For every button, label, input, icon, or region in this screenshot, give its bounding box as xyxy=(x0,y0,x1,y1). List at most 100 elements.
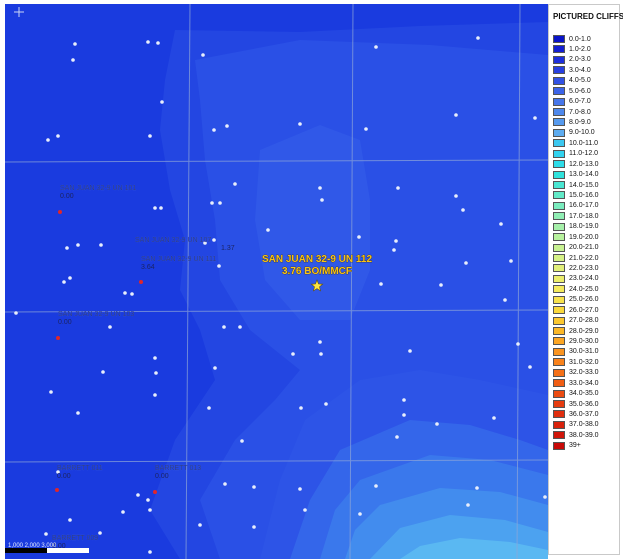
legend-label: 35.0-36.0 xyxy=(569,400,599,408)
legend-item: 38.0-39.0 xyxy=(553,430,599,440)
legend-swatch xyxy=(553,139,565,148)
well-dot xyxy=(99,243,103,247)
legend-label: 29.0-30.0 xyxy=(569,337,599,345)
well-marker[interactable] xyxy=(55,488,59,492)
well-marker[interactable] xyxy=(153,490,157,494)
legend-swatch xyxy=(553,285,565,294)
legend-label: 30.0-31.0 xyxy=(569,348,599,356)
well-dot xyxy=(160,100,164,104)
legend-swatch xyxy=(553,160,565,169)
legend-label: 9.0-10.0 xyxy=(569,129,595,137)
well-label-value: 3.64 xyxy=(141,264,155,271)
well-dot xyxy=(461,208,465,212)
legend-label: 33.0-34.0 xyxy=(569,379,599,387)
legend-swatch xyxy=(553,347,565,356)
well-dot xyxy=(71,58,75,62)
legend-swatch xyxy=(553,191,565,200)
legend-item: 26.0-27.0 xyxy=(553,305,599,315)
section-grid xyxy=(5,4,548,559)
legend-swatch xyxy=(553,274,565,283)
well-marker[interactable] xyxy=(56,336,60,340)
well-dot xyxy=(240,439,244,443)
legend-item: 3.0-4.0 xyxy=(553,65,591,75)
legend-item: 10.0-11.0 xyxy=(553,138,598,148)
legend-item: 9.0-10.0 xyxy=(553,128,595,138)
well-marker[interactable] xyxy=(139,280,143,284)
legend-item: 31.0-32.0 xyxy=(553,357,599,367)
legend-label: 8.0-9.0 xyxy=(569,118,591,126)
well-dot xyxy=(374,45,378,49)
legend-label: 2.0-3.0 xyxy=(569,56,591,64)
well-dot xyxy=(65,246,69,250)
legend-item: 33.0-34.0 xyxy=(553,378,599,388)
well-dot xyxy=(324,402,328,406)
legend-label: 0.0-1.0 xyxy=(569,35,591,43)
legend-item: 29.0-30.0 xyxy=(553,336,599,346)
well-dot xyxy=(68,276,72,280)
legend-label: 14.0-15.0 xyxy=(569,181,599,189)
legend-item: 30.0-31.0 xyxy=(553,347,599,357)
legend-item: 11.0-12.0 xyxy=(553,149,598,159)
legend-swatch xyxy=(553,181,565,190)
well-dot xyxy=(148,508,152,512)
legend-label: 10.0-11.0 xyxy=(569,139,599,147)
legend-label: 18.0-19.0 xyxy=(569,223,599,231)
well-dot xyxy=(223,482,227,486)
legend-item: 34.0-35.0 xyxy=(553,389,599,399)
well-label-value: 0.00 xyxy=(155,473,169,480)
well-dot xyxy=(439,283,443,287)
legend-item: 15.0-16.0 xyxy=(553,190,599,200)
legend-swatch xyxy=(553,400,565,409)
legend-swatch xyxy=(553,233,565,242)
legend-item: 32.0-33.0 xyxy=(553,368,599,378)
well-label-value: 0.00 xyxy=(58,319,72,326)
well-dot xyxy=(396,186,400,190)
north-arrow-icon xyxy=(14,7,24,17)
well-dot xyxy=(394,239,398,243)
well-dot xyxy=(358,512,362,516)
legend-label: 5.0-6.0 xyxy=(569,87,591,95)
legend-item: 17.0-18.0 xyxy=(553,211,599,221)
well-label-name: SAN JUAN 32-9 UN 101 xyxy=(60,185,136,192)
well-dot xyxy=(44,532,48,536)
contour-band-3 xyxy=(255,125,370,320)
legend-title: PICTURED CLIFFS xyxy=(553,12,623,21)
legend-swatch xyxy=(553,295,565,304)
well-marker[interactable] xyxy=(58,210,62,214)
legend-label: 24.0-25.0 xyxy=(569,285,599,293)
well-dot xyxy=(298,122,302,126)
well-dot xyxy=(136,493,140,497)
well-dot xyxy=(303,508,307,512)
legend-swatch xyxy=(553,264,565,273)
well-dot xyxy=(238,325,242,329)
well-dot xyxy=(499,222,503,226)
star-icon[interactable] xyxy=(310,279,324,292)
contour-map[interactable]: SAN JUAN 32-9 UN 101 0.00 SAN JUAN 32-9 UN… xyxy=(0,0,548,559)
legend-swatch xyxy=(553,410,565,419)
well-dot xyxy=(319,352,323,356)
well-dot xyxy=(153,393,157,397)
legend-swatch xyxy=(553,66,565,75)
legend-item: 37.0-38.0 xyxy=(553,420,599,430)
scale-bar: 1,000 2,000 3,000 xyxy=(5,543,89,553)
well-dot xyxy=(357,235,361,239)
well-dot xyxy=(212,128,216,132)
legend-swatch xyxy=(553,306,565,315)
legend-label: 28.0-29.0 xyxy=(569,327,599,335)
legend-label: 38.0-39.0 xyxy=(569,431,599,439)
legend-swatch xyxy=(553,76,565,85)
well-label-name: SAN JUAN 32-9 UN 107 xyxy=(135,237,211,244)
well-dot xyxy=(291,352,295,356)
well-dot xyxy=(543,495,547,499)
well-dot xyxy=(402,413,406,417)
well-dot xyxy=(503,298,507,302)
well-dot xyxy=(516,342,520,346)
well-dot xyxy=(533,116,537,120)
well-label-value: 1.37 xyxy=(221,245,235,252)
legend-item: 27.0-28.0 xyxy=(553,316,599,326)
well-dot xyxy=(402,398,406,402)
legend-label: 16.0-17.0 xyxy=(569,202,599,210)
well-dot xyxy=(435,422,439,426)
legend-item: 18.0-19.0 xyxy=(553,222,599,232)
legend-swatch xyxy=(553,118,565,127)
